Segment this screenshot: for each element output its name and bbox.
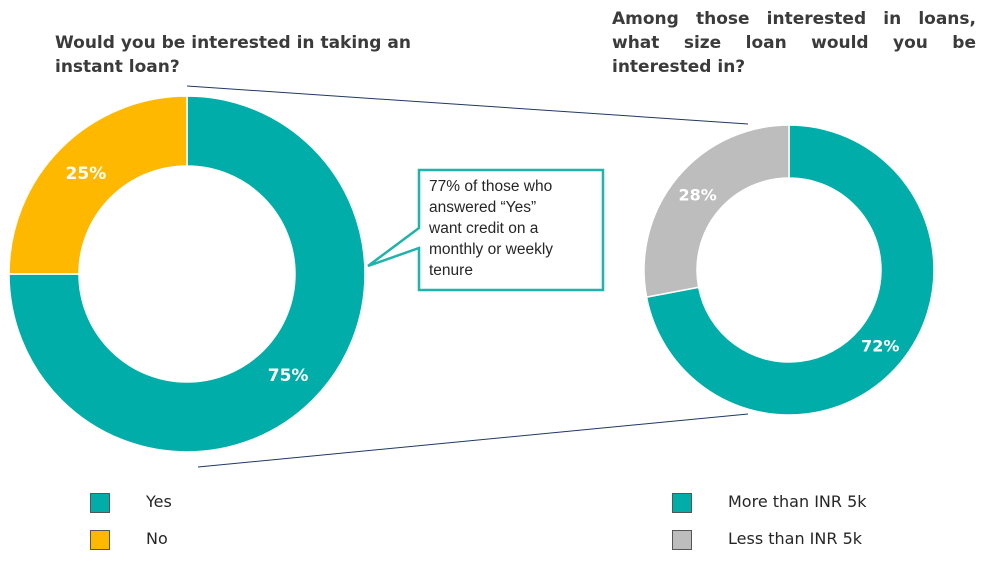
- legend-swatch-no: [90, 530, 110, 550]
- callout-line: answered “Yes”: [429, 199, 537, 216]
- chart-1-title: Would you be interested in taking an ins…: [55, 33, 411, 77]
- legend-swatch-more-than-5k: [672, 493, 692, 513]
- donut-chart-instant-loan: 75% 25%: [8, 95, 366, 453]
- donut-slice-more-than-inr-5k: [645, 124, 935, 416]
- donut-chart-loan-size: 72% 28%: [643, 124, 935, 416]
- donut-label-less-than-inr-5k: 28%: [679, 185, 717, 204]
- callout-text: 77% of those who answered “Yes” want cre…: [419, 170, 601, 290]
- donut-label-no: 25%: [66, 164, 107, 184]
- legend-label-more-than-5k: More than INR 5k: [728, 492, 867, 511]
- chart-2-title: Among those interested in loans, what si…: [612, 9, 976, 77]
- connector-line-bottom: [197, 413, 749, 468]
- donut-label-more-than-inr-5k: 72%: [861, 337, 899, 356]
- legend-swatch-yes: [90, 493, 110, 513]
- legend-label-yes: Yes: [146, 492, 172, 511]
- callout-line: monthly or weekly: [429, 241, 554, 258]
- donut-label-yes: 75%: [268, 366, 309, 386]
- callout-box: [367, 168, 605, 292]
- legend-label-no: No: [146, 529, 168, 548]
- connector-line-top: [186, 85, 749, 125]
- donut-slice-no: [8, 95, 188, 275]
- donut-slice-less-than-inr-5k: [643, 124, 790, 299]
- callout-line: want credit on a: [429, 220, 539, 237]
- callout-line: 77% of those who: [429, 178, 553, 195]
- legend-swatch-less-than-5k: [672, 530, 692, 550]
- donut-slice-yes: [8, 95, 366, 453]
- callout-shape: [367, 168, 605, 292]
- callout-line: tenure: [429, 262, 473, 279]
- legend-label-less-than-5k: Less than INR 5k: [728, 529, 863, 548]
